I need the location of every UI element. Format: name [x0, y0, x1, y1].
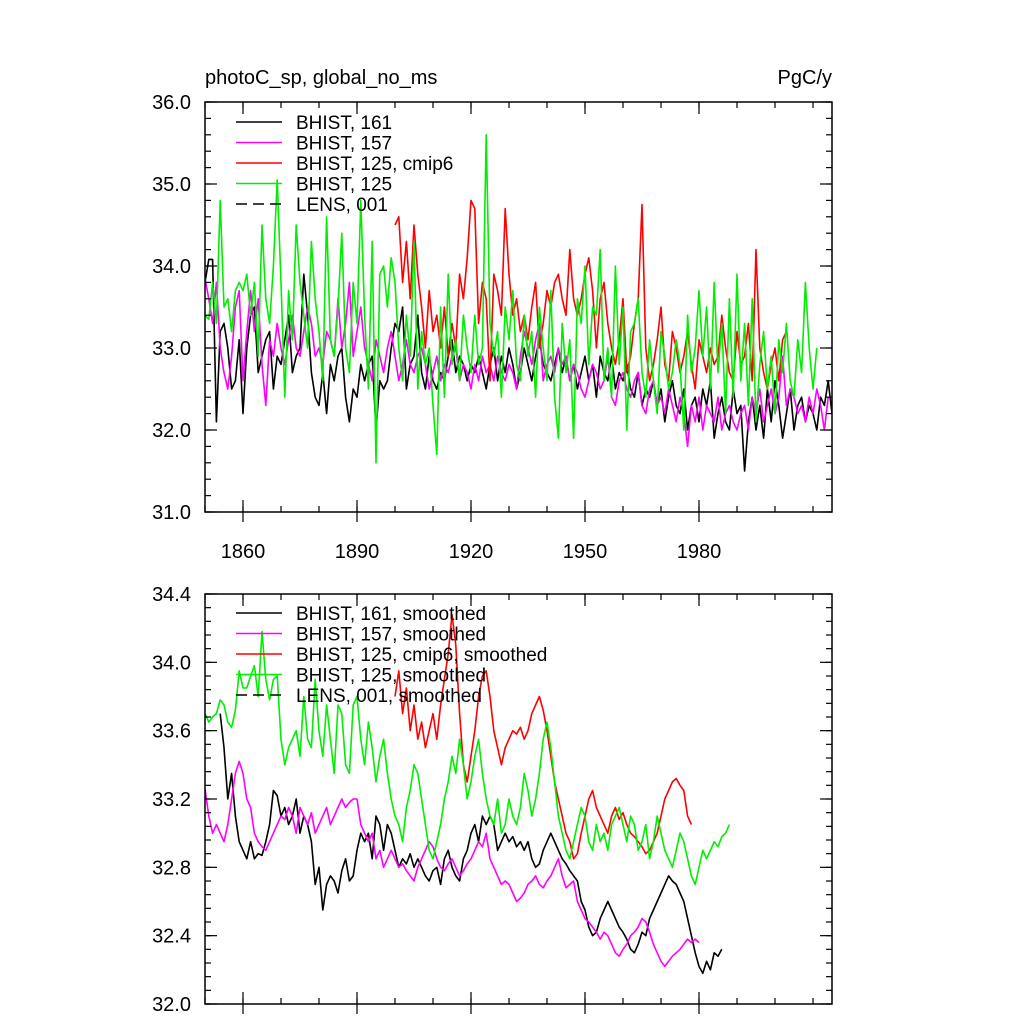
y-tick-label: 33.6 [152, 721, 191, 743]
x-tick-label: 1860 [221, 541, 266, 563]
y-tick-label: 33.2 [152, 789, 191, 811]
legend-label: BHIST, 161 [296, 113, 392, 134]
chart-units: PgC/y [778, 67, 832, 89]
x-tick-label: 1890 [335, 541, 380, 563]
legend-label: BHIST, 161, smoothed [296, 604, 486, 625]
panel-2: 32.0 32.4 32.8 33.2 33.6 34.0 34.4 BHIST, 161, … [152, 584, 833, 1016]
legend-label: BHIST, 125, cmip6, smoothed [296, 645, 547, 666]
legend-label: BHIST, 125, cmip6 [296, 154, 453, 175]
series-line-4 [205, 134, 818, 464]
y-tick-label: 35.0 [152, 174, 191, 196]
x-tick-label: 1950 [563, 541, 608, 563]
y-tick-label: 33.0 [152, 338, 191, 360]
plot-frame [204, 101, 833, 513]
series-group [205, 134, 832, 472]
y-tick-label: 32.8 [152, 857, 191, 879]
y-tick-label: 32.0 [152, 420, 191, 442]
y-tick-label: 31.0 [152, 502, 191, 524]
legend-label: BHIST, 125 [296, 175, 392, 196]
legend-label: BHIST, 157, smoothed [296, 625, 486, 646]
legend-label: BHIST, 157 [296, 134, 392, 155]
y-tick-label: 32.0 [152, 994, 191, 1016]
series-group [205, 613, 731, 975]
legend-label: LENS, 001 [296, 195, 388, 216]
chart-title: photoC_sp, global_no_ms [205, 67, 437, 89]
y-tick-label: 36.0 [152, 92, 191, 114]
series-line-2 [205, 760, 700, 968]
y-tick-label: 32.4 [152, 926, 191, 948]
y-tick-label: 34.4 [152, 584, 191, 606]
y-tick-label: 34.0 [152, 256, 191, 278]
series-line-3 [394, 199, 788, 390]
legend-label: BHIST, 125, smoothed [296, 666, 486, 687]
series-line-3 [394, 613, 693, 860]
x-tick-label: 1920 [449, 541, 494, 563]
series-line-4 [205, 630, 731, 886]
series-line-1 [205, 258, 832, 472]
panel-1: 31.0 32.0 33.0 34.0 35.0 36.0 1860 1890 1920 1950… [152, 67, 833, 563]
x-tick-label: 1980 [677, 541, 722, 563]
legend-label: LENS, 001, smoothed [296, 686, 482, 707]
y-tick-label: 34.0 [152, 652, 191, 674]
